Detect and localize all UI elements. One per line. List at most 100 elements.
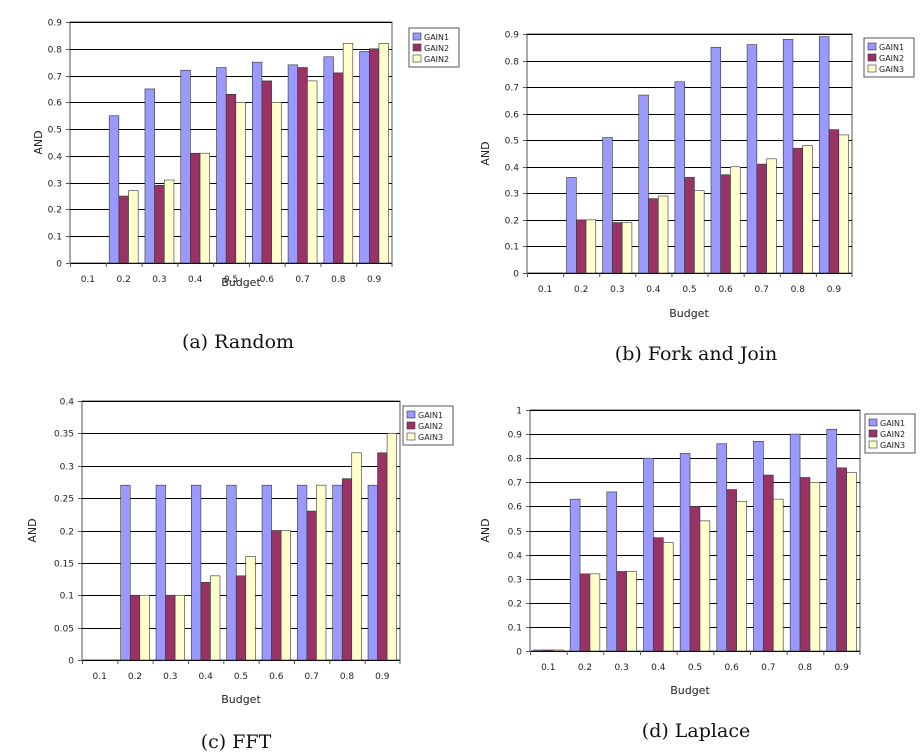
bar-gain3-0-8 bbox=[802, 145, 813, 274]
bar-gain1-0-8 bbox=[789, 433, 801, 652]
x-tick-label: 0.2 bbox=[574, 285, 588, 295]
bar-gain1-0-5 bbox=[679, 453, 691, 652]
bar-gain2-0-7 bbox=[763, 474, 774, 652]
bar-gain3-0-2 bbox=[139, 594, 150, 661]
y-tick-label: 0.8 bbox=[508, 455, 523, 465]
legend-swatch-1 bbox=[412, 32, 422, 41]
legend-label-3: GAIN3 bbox=[879, 65, 904, 74]
bar-gain1-0-7 bbox=[746, 44, 758, 274]
x-tick-label: 0.1 bbox=[541, 663, 555, 673]
legend-swatch-2 bbox=[867, 53, 877, 62]
bar-gain2-0-8 bbox=[342, 43, 354, 264]
y-tick-label: 0.3 bbox=[505, 190, 519, 200]
bar-gain3-0-7 bbox=[772, 498, 784, 652]
bar-gain1-0-6 bbox=[251, 61, 263, 264]
bar-gain2-0-7 bbox=[307, 80, 318, 264]
bar-gain1-0-7 bbox=[297, 484, 308, 661]
bar-gain3-0-2 bbox=[589, 573, 601, 652]
bar-gain2-0-2 bbox=[128, 190, 139, 264]
y-tick-label: 0.2 bbox=[505, 217, 519, 227]
bar-gain2-0-2 bbox=[579, 573, 591, 652]
y-axis-label: AND bbox=[26, 518, 39, 542]
bar-gain3-0-5 bbox=[694, 190, 705, 274]
legend-label-2: GAIN2 bbox=[418, 422, 443, 431]
x-tick-label: 0.9 bbox=[835, 663, 850, 673]
x-axis-label: Budget bbox=[221, 276, 261, 289]
caption-laplace: (d) Laplace bbox=[641, 720, 751, 742]
caption-random: (a) Random bbox=[181, 331, 295, 353]
bar-gain1-0-4 bbox=[643, 457, 654, 652]
x-tick-label: 0.7 bbox=[755, 285, 769, 295]
caption-fft: (c) FFT bbox=[200, 731, 272, 753]
x-tick-label: 0.5 bbox=[688, 663, 702, 673]
legend-swatch-3 bbox=[412, 54, 422, 63]
legend-label-1: GAIN1 bbox=[418, 411, 443, 420]
y-tick-label: 0 bbox=[56, 260, 62, 270]
bar-gain2-0-7 bbox=[297, 67, 308, 264]
x-tick-label: 0.4 bbox=[651, 663, 666, 673]
bar-gain3-0-4 bbox=[657, 195, 669, 274]
y-tick-label: 0.6 bbox=[48, 99, 63, 109]
x-tick-label: 0.6 bbox=[718, 285, 733, 295]
bar-gain2-0-6 bbox=[720, 174, 731, 274]
x-tick-label: 0.4 bbox=[188, 275, 203, 285]
bar-gain3-0-9 bbox=[838, 134, 849, 274]
y-tick-label: 0.4 bbox=[60, 398, 75, 408]
bar-gain2-0-6 bbox=[726, 489, 737, 652]
y-tick-label: 0.5 bbox=[508, 528, 522, 538]
x-tick-label: 0.9 bbox=[827, 285, 842, 295]
bar-gain2-0-8 bbox=[333, 72, 344, 264]
legend-label-1: GAIN1 bbox=[424, 33, 449, 42]
bar-gain1-0-4 bbox=[638, 94, 649, 274]
bar-gain2-0-6 bbox=[271, 102, 282, 264]
legend-label-1: GAIN1 bbox=[880, 419, 905, 428]
y-tick-label: 0.9 bbox=[508, 431, 523, 441]
y-tick-label: 0.8 bbox=[505, 58, 520, 68]
x-tick-label: 0.1 bbox=[81, 275, 95, 285]
bar-gain2-0-4 bbox=[648, 198, 659, 274]
bar-gain2-0-6 bbox=[261, 80, 272, 264]
bar-gain3-0-9 bbox=[846, 472, 857, 652]
x-axis-label: Budget bbox=[221, 693, 261, 706]
bar-gain3-0-1 bbox=[552, 649, 564, 652]
x-tick-label: 0.7 bbox=[305, 672, 319, 682]
x-tick-label: 0.2 bbox=[578, 663, 592, 673]
bar-gain1-0-9 bbox=[819, 36, 830, 274]
y-axis-label: AND bbox=[32, 130, 45, 154]
bar-gain1-0-3 bbox=[144, 88, 155, 264]
bar-gain3-0-8 bbox=[809, 482, 821, 652]
y-tick-label: 0.3 bbox=[508, 576, 522, 586]
x-tick-label: 0.6 bbox=[269, 672, 284, 682]
bar-gain2-0-3 bbox=[163, 179, 175, 264]
y-tick-label: 0.05 bbox=[54, 625, 74, 635]
bar-gain1-0-9 bbox=[359, 51, 370, 264]
x-tick-label: 0.3 bbox=[152, 275, 166, 285]
y-tick-label: 0.25 bbox=[54, 495, 74, 505]
legend-swatch-1 bbox=[868, 418, 878, 427]
bar-gain3-0-6 bbox=[280, 530, 291, 661]
x-tick-label: 0.5 bbox=[234, 672, 248, 682]
x-axis-label: Budget bbox=[669, 307, 709, 320]
caption-fork-join: (b) Fork and Join bbox=[614, 343, 778, 365]
y-tick-label: 0.2 bbox=[508, 600, 522, 610]
bar-gain1-0-8 bbox=[332, 484, 343, 661]
x-tick-label: 0.4 bbox=[646, 285, 661, 295]
legend-label-2: GAIN2 bbox=[879, 54, 904, 63]
legend-label-3: GAIN3 bbox=[880, 441, 905, 450]
legend-swatch-3 bbox=[868, 440, 878, 449]
bar-gain1-0-6 bbox=[261, 484, 272, 661]
bar-gain1-0-3 bbox=[155, 484, 166, 661]
bar-gain3-0-5 bbox=[699, 520, 711, 652]
y-tick-label: 0 bbox=[68, 657, 74, 667]
legend-label-3: GAIN3 bbox=[418, 433, 443, 442]
y-tick-label: 0.7 bbox=[48, 73, 62, 83]
bar-gain2-0-2 bbox=[118, 195, 129, 264]
legend-swatch-1 bbox=[406, 410, 416, 419]
legend-label-1: GAIN1 bbox=[879, 43, 904, 52]
chart-laplace: 0 0.1 0.2 0.3 0.4 0.5 0.6 0.7 0.8 0.9 1 0.1 0.2 0.3 0.… bbox=[479, 407, 916, 697]
bar-gain2-0-4 bbox=[190, 152, 201, 264]
bar-gain2-0-4 bbox=[199, 152, 211, 264]
bar-gain2-0-7 bbox=[756, 163, 767, 274]
bar-gain2-0-3 bbox=[612, 222, 623, 274]
bar-gain1-0-9 bbox=[826, 428, 838, 652]
